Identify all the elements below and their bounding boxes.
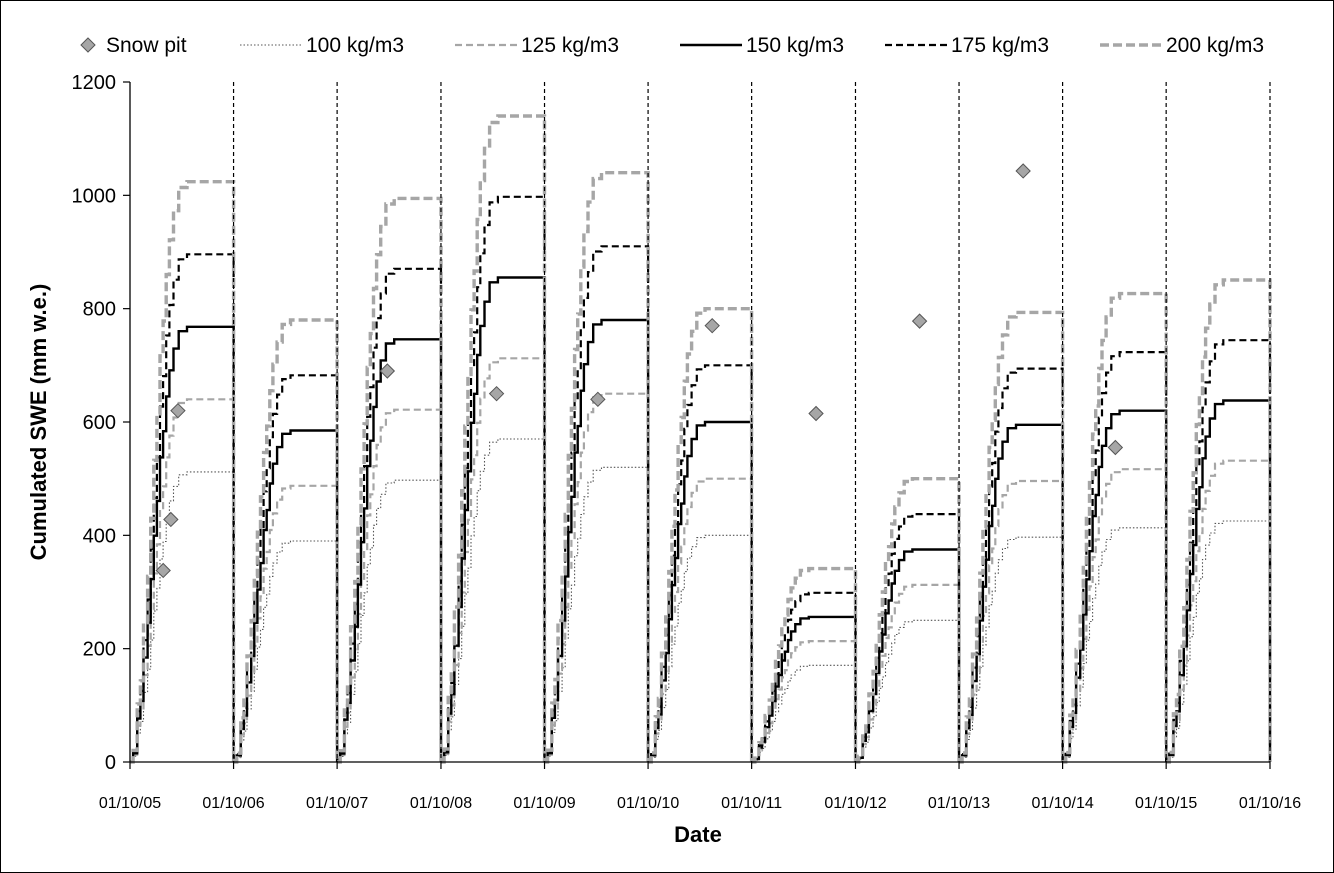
series-200-season-curve	[130, 180, 236, 764]
series-100-season-curve	[1166, 520, 1271, 763]
series-200-season-curve	[959, 310, 1065, 764]
snow-pit-marker	[911, 313, 928, 329]
series-200-season-curve	[441, 114, 547, 764]
series-150-season-curve	[544, 318, 650, 764]
series-100-season-curve	[959, 536, 1064, 763]
series-125-season-curve	[441, 357, 546, 764]
snow-pit-marker	[155, 562, 171, 579]
x-tick-label: 01/10/06	[202, 795, 264, 812]
x-tick-label: 01/10/09	[513, 795, 575, 812]
snow-pit-marker	[1107, 439, 1124, 456]
series-150-season-curve	[751, 615, 857, 764]
series-125-season-curve	[855, 583, 961, 764]
x-tick-label: 01/10/07	[306, 795, 368, 812]
y-tick-label: 1200	[72, 72, 117, 94]
x-tick-label: 01/10/11	[721, 795, 782, 812]
snow-pit-marker	[590, 391, 606, 408]
snow-pit-marker	[170, 402, 186, 419]
x-tick-label: 01/10/16	[1239, 795, 1301, 812]
legend-100-label: 100 kg/m3	[306, 34, 404, 57]
series-100-season-curve	[130, 471, 235, 763]
y-tick-label: 400	[83, 525, 116, 547]
series-200-season-curve	[1166, 278, 1272, 764]
series-150-season-curve	[233, 429, 339, 764]
series-200-season-curve	[233, 318, 339, 764]
x-tick-label: 01/10/10	[617, 795, 679, 812]
snow-pit-marker	[488, 385, 505, 402]
y-axis-title: Cumulated SWE (mm w.e.)	[26, 284, 51, 561]
x-tick-label: 01/10/14	[1031, 795, 1093, 812]
series-150-season-curve	[855, 548, 961, 764]
y-tick-label: 200	[83, 639, 116, 661]
series-100-season-curve	[648, 534, 753, 763]
legend-snow-pit-label: Snow pit	[106, 34, 187, 57]
series-100-line	[130, 438, 1271, 763]
y-tick-label: 800	[83, 299, 116, 321]
series-100-season-curve	[1062, 527, 1167, 763]
snow-pit-marker	[163, 511, 179, 528]
series-lines	[130, 114, 1272, 764]
legend-snow-pit-symbol	[80, 37, 96, 53]
series-125-season-curve	[751, 640, 857, 764]
x-tick-label: 01/10/12	[824, 795, 886, 812]
series-125-season-curve	[959, 479, 1064, 764]
series-100-season-curve	[337, 479, 442, 763]
legend-125-label: 125 kg/m3	[521, 34, 619, 57]
snow-pit-marker	[808, 405, 824, 422]
series-200-season-curve	[855, 477, 961, 764]
series-150-season-curve	[441, 276, 546, 764]
snow-pit-marker	[379, 363, 396, 379]
series-175-season-curve	[751, 591, 857, 764]
series-125-season-curve	[1166, 459, 1272, 764]
axes: 0 200 400 600 800 1000 1200 01/10/05 01/10/06 01/…	[72, 72, 1302, 812]
series-200-line	[130, 114, 1272, 764]
y-tick-label: 1000	[72, 185, 117, 207]
series-200-season-curve	[337, 196, 443, 764]
series-125-season-curve	[337, 408, 443, 764]
series-125-season-curve	[233, 484, 339, 764]
x-tick-label: 01/10/08	[410, 795, 472, 812]
x-axis-title: Date	[674, 822, 722, 847]
series-150-season-curve	[648, 420, 753, 764]
legend-175-label: 175 kg/m3	[951, 34, 1049, 57]
legend-150-label: 150 kg/m3	[746, 34, 844, 57]
series-200-season-curve	[1062, 291, 1168, 764]
x-tick-label: 01/10/15	[1135, 795, 1197, 812]
series-125-season-curve	[1062, 468, 1168, 764]
snow-pit-marker	[704, 317, 720, 334]
series-125-season-curve	[648, 477, 753, 764]
series-200-season-curve	[544, 171, 650, 764]
series-150-season-curve	[130, 325, 235, 764]
series-100-season-curve	[233, 540, 338, 763]
series-150-season-curve	[1166, 399, 1272, 764]
series-150-season-curve	[959, 423, 1064, 764]
series-150-season-curve	[1062, 409, 1168, 764]
y-tick-label: 600	[83, 412, 116, 434]
series-200-season-curve	[751, 566, 858, 764]
legend: Snow pit 100 kg/m3 125 kg/m3 150 kg/m3 175 k…	[80, 34, 1264, 57]
series-100-season-curve	[441, 438, 546, 763]
series-100-season-curve	[544, 466, 649, 763]
x-tick-label: 01/10/05	[99, 795, 161, 812]
snow-pit-markers	[155, 163, 1124, 579]
y-tick-label: 0	[105, 752, 116, 774]
series-200-season-curve	[648, 307, 754, 764]
series-125-season-curve	[544, 392, 650, 764]
snow-pit-marker	[1015, 163, 1031, 179]
series-100-season-curve	[855, 619, 960, 763]
x-tick-label: 01/10/13	[928, 795, 990, 812]
series-125-season-curve	[130, 398, 235, 764]
series-150-season-curve	[337, 338, 443, 764]
series-100-season-curve	[751, 664, 857, 763]
legend-200-label: 200 kg/m3	[1166, 34, 1264, 57]
